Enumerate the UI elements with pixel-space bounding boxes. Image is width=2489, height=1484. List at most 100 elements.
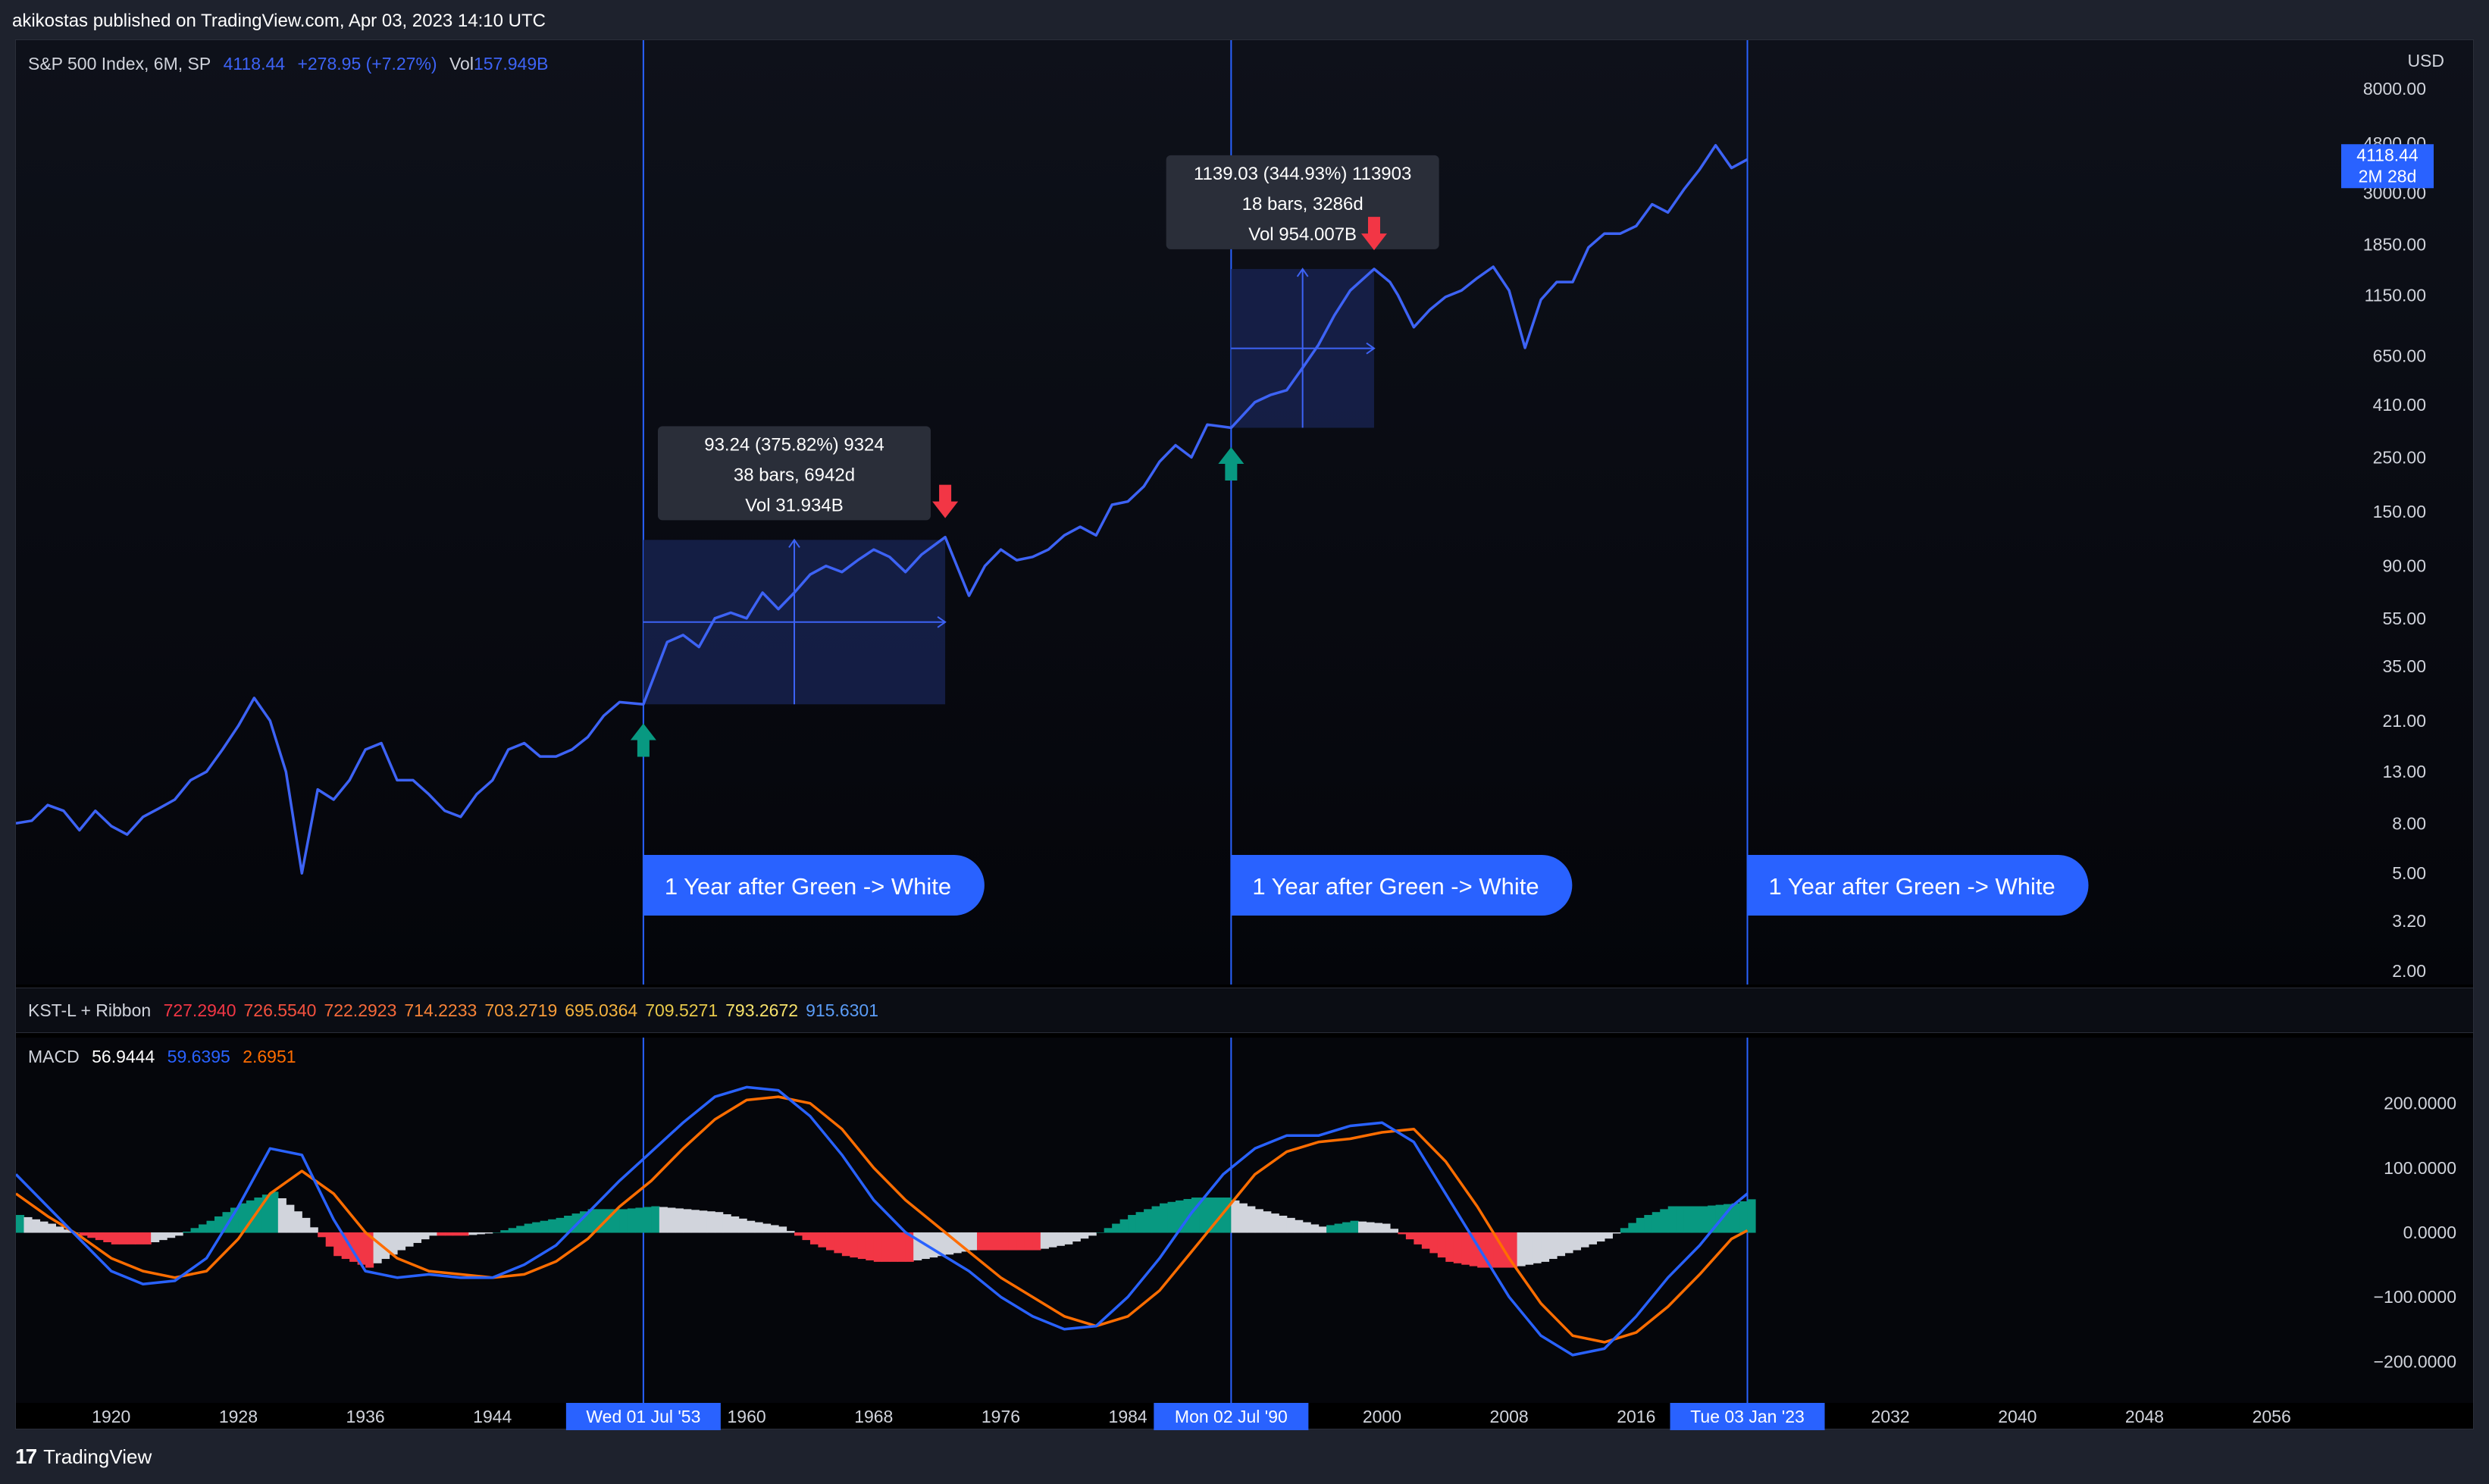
time-tick-2: 1936 bbox=[346, 1407, 385, 1426]
histogram-bar bbox=[1032, 1232, 1041, 1251]
tradingview-logo-icon[interactable]: 17 bbox=[15, 1445, 37, 1468]
crosshair-label-2: Tue 03 Jan '23 bbox=[1690, 1407, 1805, 1426]
price-tick-5: 650.00 bbox=[2373, 346, 2426, 365]
kst-value-4: 703.2719 bbox=[484, 1000, 558, 1020]
price-tick-10: 55.00 bbox=[2382, 609, 2426, 628]
histogram-bar bbox=[325, 1232, 334, 1247]
histogram-bar bbox=[1191, 1198, 1201, 1233]
histogram-bar bbox=[1461, 1232, 1470, 1265]
histogram-bar bbox=[1286, 1217, 1295, 1233]
histogram-bar bbox=[1183, 1198, 1192, 1233]
histogram-bar bbox=[611, 1209, 621, 1233]
price-tick-0: 8000.00 bbox=[2363, 79, 2426, 99]
histogram-bar bbox=[1334, 1223, 1343, 1233]
histogram-bar bbox=[254, 1198, 263, 1233]
measure-vhead-1 bbox=[1296, 268, 1309, 277]
time-axis[interactable]: 1920192819361944195219601968197619841992… bbox=[16, 1403, 2475, 1430]
histogram-bar bbox=[1231, 1200, 1240, 1233]
histogram-bar bbox=[1072, 1232, 1081, 1242]
kst-value-2: 722.2923 bbox=[324, 1000, 397, 1020]
time-tick-0: 1920 bbox=[92, 1407, 130, 1426]
kst-value-0: 727.2940 bbox=[163, 1000, 236, 1020]
footer-brand[interactable]: TradingView bbox=[43, 1445, 152, 1468]
histogram-bar bbox=[1373, 1223, 1383, 1233]
histogram-bar bbox=[985, 1232, 994, 1251]
histogram-bar bbox=[1040, 1232, 1049, 1249]
histogram-bar bbox=[484, 1232, 493, 1234]
histogram-bar bbox=[818, 1232, 827, 1248]
histogram-bar bbox=[357, 1232, 366, 1265]
measure-hhead-1 bbox=[1366, 342, 1376, 355]
histogram-bar bbox=[929, 1232, 938, 1258]
histogram-bar bbox=[1176, 1200, 1185, 1233]
time-tick-14: 2032 bbox=[1871, 1407, 1910, 1426]
histogram-bar bbox=[1437, 1232, 1446, 1258]
histogram-bar bbox=[1048, 1232, 1057, 1248]
histogram-bar bbox=[412, 1232, 422, 1243]
histogram-bar bbox=[913, 1232, 922, 1260]
macd-chart[interactable]: 200.0000 100.0000 0.0000 −100.0000 −200.0000 bbox=[16, 1038, 2475, 1403]
histogram-bar bbox=[802, 1232, 811, 1241]
histogram-bar bbox=[635, 1207, 644, 1233]
price-tick-13: 13.00 bbox=[2382, 762, 2426, 781]
histogram-bar bbox=[1683, 1206, 1692, 1233]
histogram-bar bbox=[87, 1232, 96, 1238]
histogram-bar bbox=[421, 1232, 430, 1240]
histogram-bar bbox=[778, 1226, 787, 1233]
macd-line bbox=[16, 1085, 1749, 1357]
price-chart[interactable]: 93.24 (375.82%) 9324 38 bars, 6942d Vol 31… bbox=[16, 40, 2475, 985]
histogram-bar bbox=[1104, 1228, 1113, 1233]
histogram-bar bbox=[731, 1216, 740, 1233]
histogram-bar bbox=[95, 1232, 104, 1241]
histogram-bar bbox=[1692, 1206, 1701, 1233]
histogram-bar bbox=[1238, 1203, 1248, 1233]
histogram-bar bbox=[1644, 1215, 1653, 1233]
histogram-bar bbox=[1358, 1221, 1367, 1233]
macd-pane[interactable]: MACD 56.9444 59.6395 2.6951 200.0000 100.… bbox=[16, 1038, 2473, 1403]
price-tick-3: 1850.00 bbox=[2363, 235, 2426, 255]
histogram-bar bbox=[977, 1232, 986, 1251]
histogram-bar bbox=[706, 1211, 715, 1233]
histogram-bar bbox=[715, 1212, 724, 1233]
chart-frame[interactable]: S&P 500 Index, 6M, SP 4118.44 +278.95 (+… bbox=[15, 39, 2475, 1430]
kst-values: 727.2940 726.5540 722.2923 714.2233 703.2719… bbox=[164, 1000, 886, 1020]
price-pane[interactable]: S&P 500 Index, 6M, SP 4118.44 +278.95 (+… bbox=[16, 40, 2473, 985]
histogram-bar bbox=[174, 1232, 183, 1236]
histogram-bar bbox=[587, 1209, 596, 1233]
down-arrow-icon bbox=[1360, 217, 1387, 251]
histogram-bar bbox=[1302, 1222, 1311, 1233]
histogram-bar bbox=[738, 1218, 747, 1233]
histogram-bar bbox=[1088, 1232, 1097, 1236]
up-arrow-icon bbox=[630, 723, 656, 757]
histogram-bar bbox=[762, 1223, 772, 1233]
histogram-bar bbox=[1223, 1198, 1232, 1233]
price-tick-12: 21.00 bbox=[2382, 711, 2426, 731]
kst-pane[interactable]: KST-L + Ribbon 727.2940 726.5540 722.2923 7… bbox=[16, 988, 2473, 1033]
histogram-bar bbox=[135, 1232, 144, 1244]
histogram-bar bbox=[834, 1232, 843, 1254]
histogram-bar bbox=[1652, 1212, 1661, 1233]
histogram-bar bbox=[444, 1232, 453, 1236]
histogram-bar bbox=[1724, 1204, 1733, 1233]
histogram-bar bbox=[548, 1219, 557, 1233]
histogram-bar bbox=[532, 1222, 541, 1233]
histogram-bar bbox=[683, 1209, 692, 1233]
histogram-bar bbox=[381, 1232, 390, 1260]
histogram-bar bbox=[524, 1223, 533, 1233]
histogram-bar bbox=[63, 1229, 72, 1233]
price-axis-unit: USD bbox=[2407, 51, 2444, 70]
histogram-bar bbox=[1263, 1211, 1272, 1233]
annotation-text-1: 1 Year after Green -> White bbox=[1252, 873, 1539, 900]
histogram-bar bbox=[1096, 1232, 1105, 1233]
time-tick-6: 1968 bbox=[854, 1407, 893, 1426]
histogram-bar bbox=[47, 1223, 56, 1233]
histogram-bar bbox=[389, 1232, 398, 1255]
macd-legend: MACD 56.9444 59.6395 2.6951 bbox=[28, 1047, 304, 1067]
histogram-bar bbox=[850, 1232, 859, 1258]
histogram-bar bbox=[119, 1232, 128, 1244]
histogram-bar bbox=[1564, 1232, 1573, 1254]
histogram-bar bbox=[675, 1208, 684, 1233]
histogram-bar bbox=[341, 1232, 350, 1260]
kst-value-5: 695.0364 bbox=[565, 1000, 638, 1020]
histogram-bar bbox=[1517, 1232, 1526, 1266]
